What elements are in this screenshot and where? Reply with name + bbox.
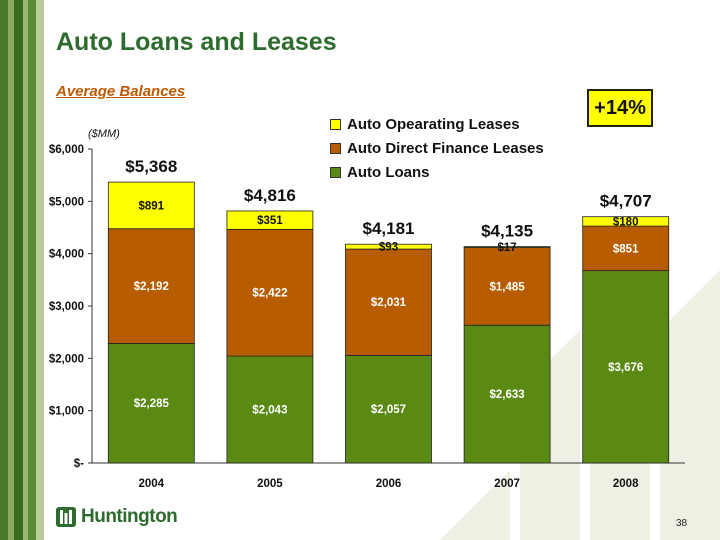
bar-segment-direct-finance [226,228,314,357]
bar-segment-operating [345,243,432,250]
y-tick-label: $4,000 [49,249,84,261]
logo-text: Huntington [81,506,178,527]
bar-segment-direct-finance [345,248,432,356]
x-tick-label: 2007 [494,478,520,490]
legend-item-direct-finance: Auto Direct Finance Leases [330,136,544,160]
data-label-direct-finance: $2,192 [134,281,169,293]
legend-label-loans: Auto Loans [347,163,430,181]
bar-segment-operating [463,246,551,248]
chart-legend: Auto Opearating Leases Auto Direct Finan… [330,112,544,184]
data-label-operating: $180 [613,216,639,228]
data-label-operating: $351 [257,215,283,227]
bar-segment-loans [226,355,314,464]
data-label-direct-finance: $1,485 [490,281,526,293]
data-label-operating: $93 [379,242,398,254]
x-tick-label: 2006 [376,478,402,490]
unit-label: ($MM) [88,128,120,140]
y-tick-label: $- [74,458,84,470]
legend-label-direct-finance: Auto Direct Finance Leases [347,139,544,157]
growth-badge: +14% [587,89,653,127]
legend-swatch-operating [330,118,341,130]
bar-segment-operating [107,181,195,230]
y-tick-label: $1,000 [49,406,84,418]
legend-swatch-loans [330,166,341,178]
bar-segment-direct-finance [582,225,670,272]
total-label: $4,135 [481,222,533,241]
y-tick-label: $5,000 [49,196,84,208]
data-label-loans: $2,285 [134,398,170,410]
data-label-direct-finance: $2,031 [371,297,407,309]
y-tick-label: $3,000 [49,301,84,313]
bar-segment-operating [582,216,670,227]
slide-title: Auto Loans and Leases [56,28,337,56]
data-label-operating: $17 [498,242,517,254]
decorative-stripes [0,0,44,540]
bar-segment-loans [345,354,432,464]
legend-item-operating: Auto Opearating Leases [330,112,544,136]
page-number: 38 [676,518,688,529]
slide-subtitle: Average Balances [56,83,186,100]
bar-segment-direct-finance [463,247,551,326]
data-label-loans: $2,633 [490,389,525,401]
data-label-direct-finance: $851 [613,243,639,255]
total-label: $4,181 [363,219,415,238]
y-tick-label: $6,000 [49,144,84,156]
data-label-direct-finance: $2,422 [252,288,287,300]
bar-segment-operating [226,210,314,230]
total-label: $4,816 [244,186,296,205]
bar-segment-loans [107,343,195,464]
legend-label-operating: Auto Opearating Leases [347,115,520,133]
x-tick-label: 2005 [257,478,283,490]
x-tick-label: 2008 [613,478,639,490]
y-tick-label: $2,000 [49,353,84,365]
logo-mark-icon [56,507,76,527]
data-label-loans: $2,057 [371,404,406,416]
data-label-loans: $3,676 [608,362,643,374]
bar-segment-direct-finance [107,228,195,344]
total-label: $5,368 [125,157,177,176]
data-label-loans: $2,043 [252,405,287,417]
huntington-logo: Huntington [56,506,178,528]
x-tick-label: 2004 [139,478,165,490]
data-label-operating: $891 [139,200,165,212]
bar-segment-loans [582,270,670,464]
legend-item-loans: Auto Loans [330,160,544,184]
total-label: $4,707 [600,192,652,211]
legend-swatch-direct-finance [330,142,341,154]
